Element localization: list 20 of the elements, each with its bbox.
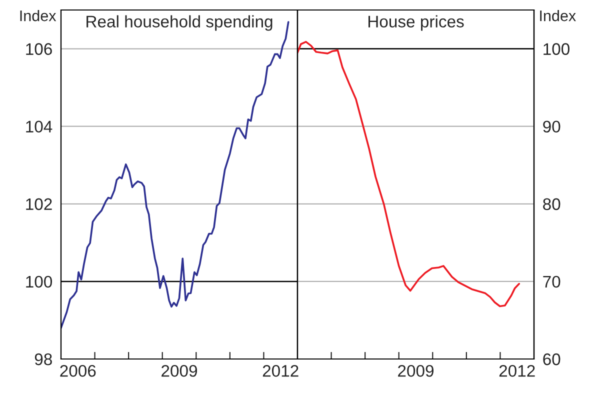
x-tick-label: 2009 bbox=[398, 364, 434, 377]
y-tick-label: 106 bbox=[26, 43, 52, 55]
chart-title: House prices bbox=[368, 15, 464, 31]
x-tick-label: 2012 bbox=[262, 364, 298, 377]
y2-tick-label: 60 bbox=[543, 353, 560, 366]
y2-tick-label: 70 bbox=[543, 276, 560, 288]
y-tick-label: 102 bbox=[26, 198, 52, 210]
chart-title: Real household spending bbox=[86, 15, 272, 31]
line-series bbox=[298, 40, 520, 308]
y-tick-label: 98 bbox=[34, 353, 52, 366]
y-tick-label: 100 bbox=[26, 276, 52, 288]
y-tick-label: 104 bbox=[26, 120, 52, 133]
x-tick-label: 2012 bbox=[499, 364, 535, 377]
y2-tick-label: 90 bbox=[543, 120, 560, 133]
y2-axis-title: Index bbox=[540, 10, 576, 22]
y-axis-title: Index bbox=[20, 10, 56, 22]
x-tick-label: 2006 bbox=[60, 364, 96, 377]
y2-tick-label: 100 bbox=[544, 43, 570, 55]
x-tick-label: 2009 bbox=[162, 364, 197, 377]
y2-tick-label: 80 bbox=[543, 198, 560, 210]
